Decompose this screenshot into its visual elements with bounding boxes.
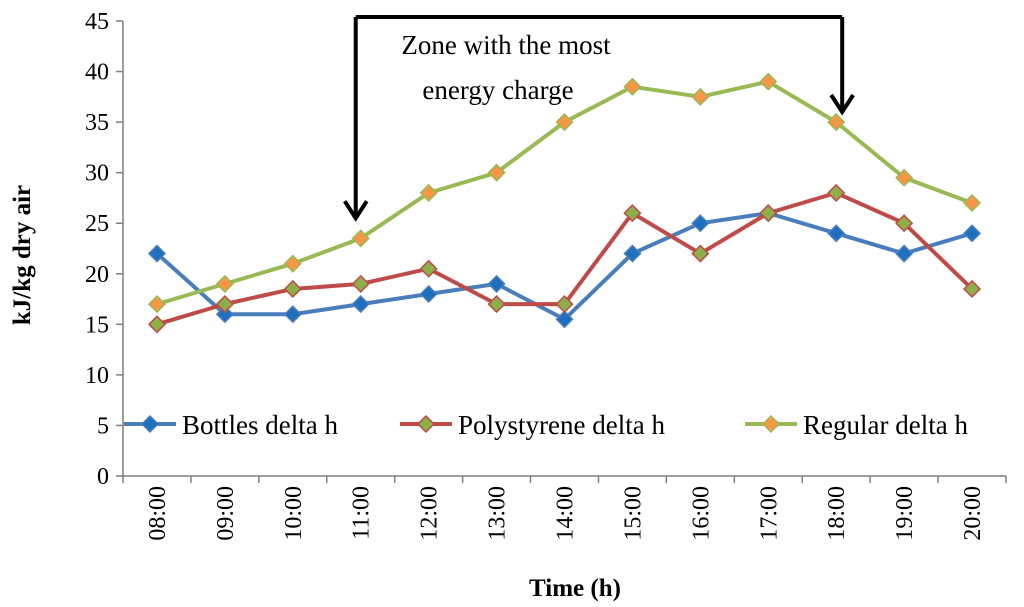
annotation-text-line-2: energy charge — [422, 75, 573, 105]
y-axis-title: kJ/kg dry air — [9, 185, 36, 325]
legend-marker — [416, 414, 436, 434]
data-point — [691, 214, 710, 233]
data-point — [283, 305, 302, 324]
legend-label: Regular delta h — [803, 410, 968, 440]
legend-item: Polystyrene delta h — [400, 410, 665, 440]
y-tick-label: 20 — [85, 262, 109, 288]
data-point — [283, 279, 302, 299]
data-point — [962, 224, 982, 243]
data-point — [691, 87, 710, 106]
data-point — [555, 310, 574, 329]
data-point — [487, 163, 506, 182]
series-bottles-delta-h — [147, 204, 982, 329]
x-tick-label: 18:00 — [824, 486, 850, 541]
data-point — [962, 193, 982, 213]
data-point — [555, 113, 574, 132]
x-tick-label: 10:00 — [281, 486, 307, 541]
legend-item: Regular delta h — [745, 410, 968, 440]
data-point — [555, 295, 574, 314]
data-point — [623, 77, 642, 96]
x-axis-title: Time (h) — [529, 575, 621, 602]
data-point — [351, 295, 370, 314]
data-point — [895, 214, 914, 233]
data-point — [487, 274, 506, 293]
x-tick-label: 20:00 — [960, 486, 986, 541]
data-point — [759, 204, 778, 223]
series-group — [147, 72, 982, 334]
x-tick-label: 14:00 — [553, 486, 579, 541]
y-tick-label: 5 — [97, 413, 109, 439]
data-point — [623, 204, 642, 223]
data-point — [759, 72, 778, 91]
x-tick-label: 17:00 — [756, 486, 782, 541]
data-point — [147, 295, 167, 314]
legend-marker — [140, 414, 160, 434]
data-point — [351, 274, 370, 293]
data-point — [351, 229, 370, 248]
x-tick-label: 09:00 — [213, 486, 239, 541]
x-tick-label: 19:00 — [892, 486, 918, 541]
data-point — [691, 244, 710, 263]
data-point — [283, 254, 302, 273]
data-point — [895, 168, 914, 187]
legend-label: Polystyrene delta h — [458, 410, 665, 440]
data-point — [419, 183, 438, 202]
legend: Bottles delta h Polystyrene delta h Regula… — [124, 410, 968, 440]
y-tick-label: 15 — [85, 312, 109, 338]
data-point — [487, 295, 506, 314]
legend-item: Bottles delta h — [124, 410, 338, 440]
x-tick-label: 08:00 — [145, 486, 171, 541]
legend-marker — [761, 414, 781, 434]
y-tick-label: 30 — [85, 161, 109, 187]
data-point — [827, 224, 846, 243]
y-tick-label: 25 — [85, 211, 109, 237]
y-axis-ticks: 0 5 10 15 20 25 30 35 40 45 — [85, 9, 123, 490]
x-tick-label: 16:00 — [688, 486, 714, 541]
legend-label: Bottles delta h — [182, 410, 338, 440]
x-tick-label: 15:00 — [620, 486, 646, 541]
annotation-arrow-right-head — [829, 93, 855, 116]
data-point — [895, 244, 914, 263]
x-axis-ticks: 08:00 09:00 10:00 11:00 12:00 13:00 14:00 15:00… — [122, 476, 1007, 541]
data-point — [215, 274, 234, 293]
y-tick-label: 35 — [85, 110, 109, 136]
axes — [122, 21, 1006, 477]
data-point — [147, 315, 167, 334]
data-point — [419, 284, 438, 304]
annotation-bracket: Zone with the most energy charge — [343, 15, 855, 222]
annotation-text-line-1: Zone with the most — [401, 30, 611, 60]
data-point — [215, 305, 234, 324]
series-regular-delta-h — [147, 72, 982, 314]
y-tick-label: 40 — [85, 60, 109, 86]
x-tick-label: 13:00 — [485, 486, 511, 541]
y-tick-label: 0 — [97, 464, 109, 490]
data-point — [147, 244, 167, 263]
data-point — [419, 259, 438, 278]
data-point — [827, 183, 846, 202]
series-polystyrene-delta-h — [147, 183, 982, 334]
y-tick-label: 10 — [85, 363, 109, 389]
data-point — [215, 295, 234, 314]
data-point — [623, 244, 642, 263]
data-point — [962, 279, 982, 299]
annotation-arrow-left-head — [343, 200, 369, 222]
data-point — [827, 113, 846, 132]
y-tick-label: 45 — [85, 9, 109, 35]
x-tick-label: 12:00 — [417, 486, 443, 541]
x-tick-label: 11:00 — [349, 486, 375, 540]
